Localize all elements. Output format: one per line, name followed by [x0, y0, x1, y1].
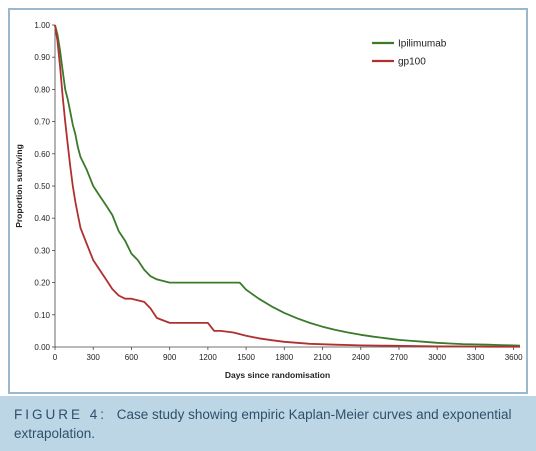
series-layer	[54, 24, 521, 348]
x-tick-label: 1500	[237, 353, 255, 362]
x-tick-label: 300	[87, 353, 101, 362]
series-line-1	[54, 24, 520, 348]
y-tick-label: 0.70	[34, 118, 50, 127]
caption-text: Case study showing empiric Kaplan-Meier …	[14, 407, 512, 441]
series-line-0	[54, 24, 521, 347]
caption-label: FIGURE 4:	[14, 407, 108, 422]
y-tick-label: 0.10	[34, 311, 50, 320]
legend-label-0: Ipilimumab	[398, 39, 447, 50]
x-tick-label: 0	[53, 353, 58, 362]
legend: Ipilimumab gp100	[372, 39, 447, 68]
y-tick-label: 0.80	[34, 85, 50, 94]
x-tick-label: 3600	[505, 353, 523, 362]
y-axis-title: Proportion surviving	[14, 144, 24, 228]
x-axis-title: Days since randomisation	[225, 370, 330, 380]
axes-layer: 0.00 0.10 0.20 0.30 0.40 0.50 0.60 0.70 0.80 0.90…	[14, 21, 523, 380]
y-tick-label: 0.90	[34, 53, 50, 62]
x-tick-label: 3300	[467, 353, 485, 362]
y-tick-label: 0.40	[34, 214, 50, 223]
legend-label-1: gp100	[398, 57, 426, 68]
x-tick-label: 600	[125, 353, 139, 362]
x-tick-label: 1200	[199, 353, 217, 362]
y-tick-label: 0.60	[34, 150, 50, 159]
x-tick-label: 2400	[352, 353, 370, 362]
plot-frame: 0.00 0.10 0.20 0.30 0.40 0.50 0.60 0.70 0.80 0.90…	[8, 8, 528, 394]
x-tick-label: 900	[163, 353, 177, 362]
y-tick-label: 0.00	[34, 343, 50, 352]
figure-caption: FIGURE 4: Case study showing empiric Kap…	[0, 396, 536, 451]
x-tick-label: 3000	[428, 353, 446, 362]
x-tick-label: 1800	[275, 353, 293, 362]
km-chart: 0.00 0.10 0.20 0.30 0.40 0.50 0.60 0.70 0.80 0.90…	[14, 21, 523, 380]
x-tick-label: 2100	[314, 353, 332, 362]
y-tick-label: 0.30	[34, 246, 50, 255]
x-tick-label: 2700	[390, 353, 408, 362]
y-tick-label: 1.00	[34, 21, 50, 30]
y-tick-label: 0.50	[34, 182, 50, 191]
y-tick-label: 0.20	[34, 279, 50, 288]
